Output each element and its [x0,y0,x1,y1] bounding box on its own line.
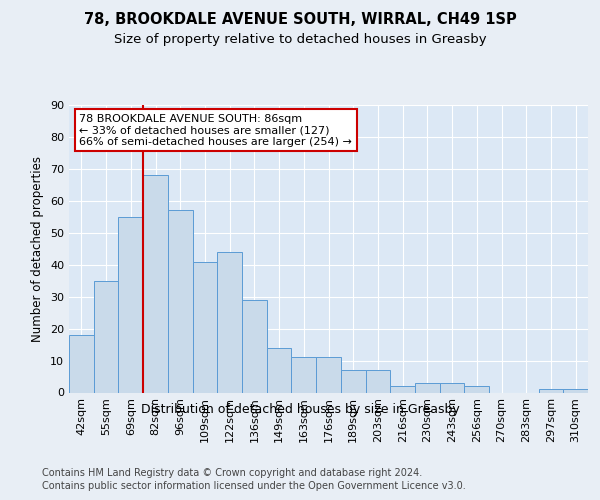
Bar [193,262,217,392]
Bar [267,348,292,393]
Bar [292,358,316,392]
Bar [143,176,168,392]
Text: 78, BROOKDALE AVENUE SOUTH, WIRRAL, CH49 1SP: 78, BROOKDALE AVENUE SOUTH, WIRRAL, CH49… [83,12,517,28]
Bar [94,280,118,392]
Bar [390,386,415,392]
Bar [217,252,242,392]
Text: 78 BROOKDALE AVENUE SOUTH: 86sqm
← 33% of detached houses are smaller (127)
66% : 78 BROOKDALE AVENUE SOUTH: 86sqm ← 33% o… [79,114,352,147]
Bar [539,390,563,392]
Bar [440,383,464,392]
Text: Contains public sector information licensed under the Open Government Licence v3: Contains public sector information licen… [42,481,466,491]
Bar [168,210,193,392]
Bar [464,386,489,392]
Text: Contains HM Land Registry data © Crown copyright and database right 2024.: Contains HM Land Registry data © Crown c… [42,468,422,477]
Bar [415,383,440,392]
Text: Size of property relative to detached houses in Greasby: Size of property relative to detached ho… [113,32,487,46]
Bar [365,370,390,392]
Bar [341,370,365,392]
Y-axis label: Number of detached properties: Number of detached properties [31,156,44,342]
Text: Distribution of detached houses by size in Greasby: Distribution of detached houses by size … [140,402,460,415]
Bar [118,217,143,392]
Bar [316,358,341,392]
Bar [242,300,267,392]
Bar [69,335,94,392]
Bar [563,390,588,392]
